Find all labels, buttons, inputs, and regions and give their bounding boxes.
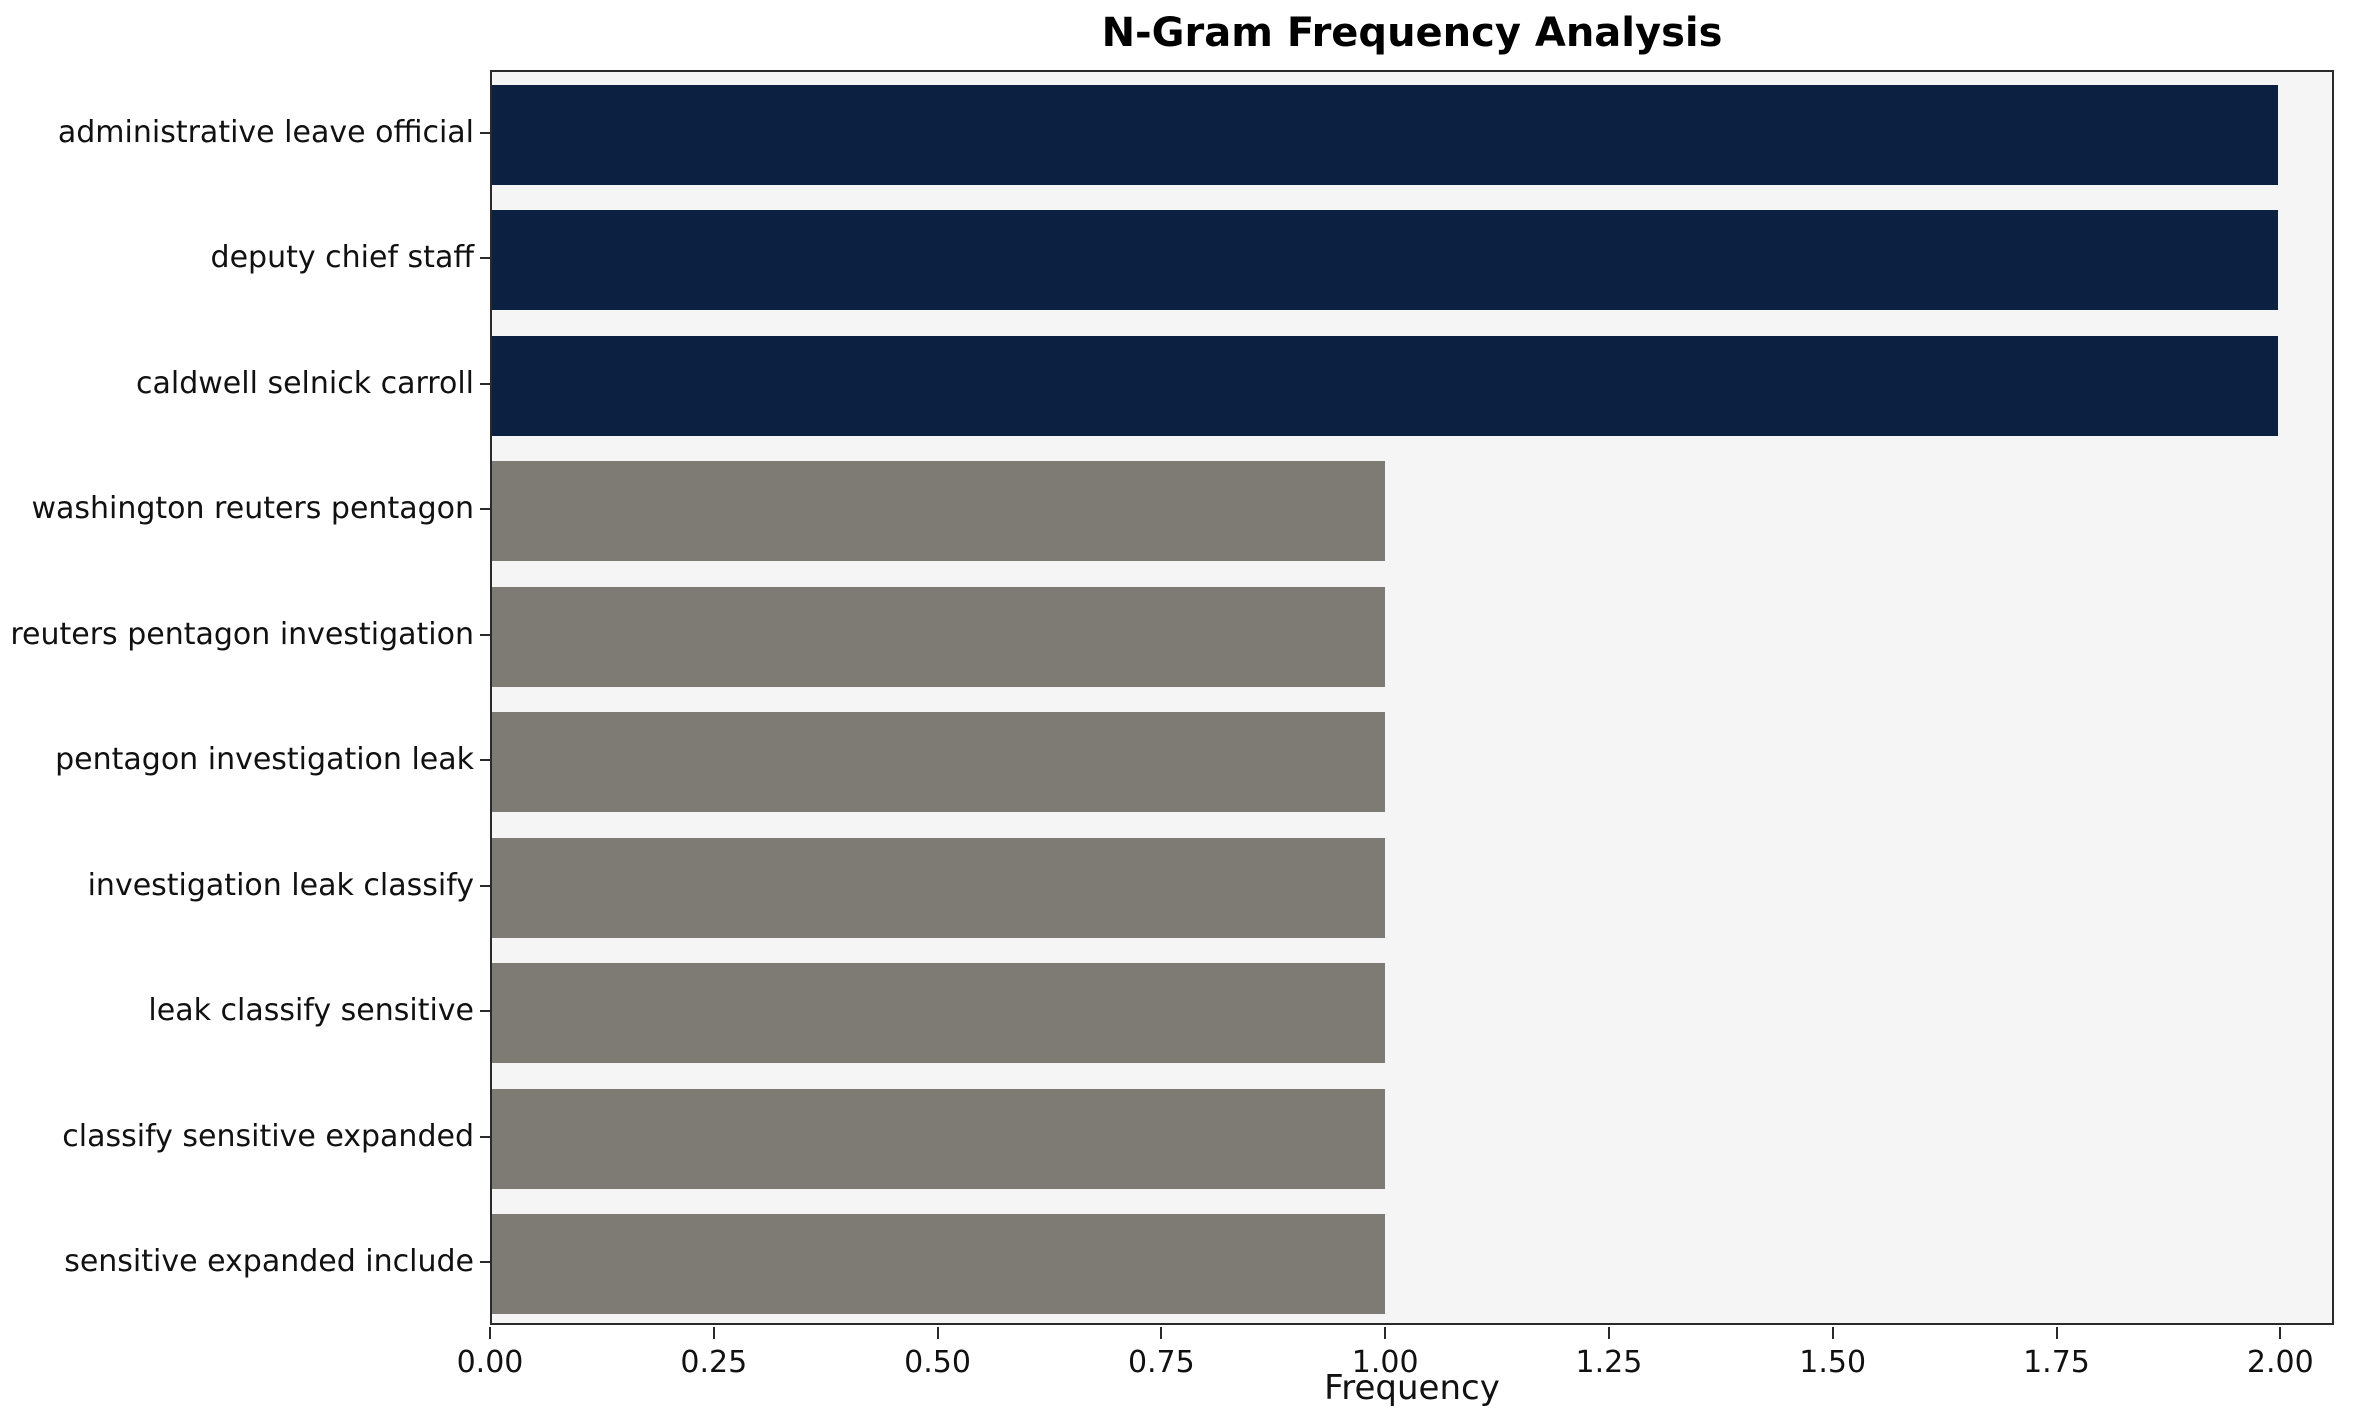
- x-tick-label-1.25: 1.25: [1575, 1345, 1643, 1380]
- bar-reuters-pentagon-investigation: [492, 586, 1386, 687]
- x-tick-label-2.00: 2.00: [2246, 1345, 2314, 1380]
- x-tick-mark: [1384, 1327, 1387, 1339]
- x-tick-label-0.25: 0.25: [680, 1345, 748, 1380]
- x-tick-mark: [712, 1327, 715, 1339]
- x-tick-label-1.75: 1.75: [2023, 1345, 2090, 1380]
- plot-area: [490, 70, 2334, 1325]
- y-tick-mark: [480, 1010, 490, 1013]
- y-tick-label-caldwell-selnick-carroll: caldwell selnick carroll: [135, 365, 474, 401]
- y-tick-mark: [480, 257, 490, 260]
- y-tick-mark: [480, 131, 490, 134]
- bar-classify-sensitive-expanded: [492, 1088, 1386, 1189]
- y-tick-label-washington-reuters-pentagon: washington reuters pentagon: [31, 491, 474, 527]
- x-tick-label-0.50: 0.50: [904, 1345, 971, 1380]
- y-tick-label-investigation-leak-classify: investigation leak classify: [87, 867, 474, 903]
- x-tick-label-1.00: 1.00: [1351, 1345, 1419, 1380]
- y-tick-label-pentagon-investigation-leak: pentagon investigation leak: [55, 742, 474, 778]
- x-tick-label-1.50: 1.50: [1799, 1345, 1867, 1380]
- y-tick-mark: [480, 1135, 490, 1138]
- x-tick-mark: [489, 1327, 491, 1339]
- bar-investigation-leak-classify: [492, 837, 1386, 938]
- y-tick-label-reuters-pentagon-investigation: reuters pentagon investigation: [10, 616, 474, 652]
- y-tick-mark: [480, 759, 490, 762]
- bar-sensitive-expanded-include: [492, 1214, 1386, 1315]
- chart-title: N-Gram Frequency Analysis: [1101, 10, 1723, 56]
- x-tick-mark: [2055, 1327, 2058, 1339]
- y-tick-label-administrative-leave-official: administrative leave official: [57, 114, 474, 150]
- y-tick-mark: [480, 633, 490, 636]
- x-tick-label-0.00: 0.00: [456, 1345, 524, 1380]
- bar-deputy-chief-staff: [492, 210, 2279, 311]
- bar-administrative-leave-official: [492, 84, 2279, 185]
- x-tick-mark: [1160, 1327, 1163, 1339]
- y-tick-mark: [480, 884, 490, 887]
- x-tick-label-0.75: 0.75: [1127, 1345, 1195, 1380]
- y-tick-label-deputy-chief-staff: deputy chief staff: [210, 240, 474, 276]
- x-tick-mark: [2279, 1327, 2282, 1339]
- y-tick-label-sensitive-expanded-include: sensitive expanded include: [64, 1244, 474, 1280]
- x-tick-mark: [1831, 1327, 1834, 1339]
- y-tick-mark: [480, 382, 490, 385]
- bar-pentagon-investigation-leak: [492, 712, 1386, 813]
- bar-leak-classify-sensitive: [492, 963, 1386, 1064]
- y-tick-mark: [480, 508, 490, 511]
- y-tick-label-classify-sensitive-expanded: classify sensitive expanded: [62, 1118, 474, 1154]
- bar-caldwell-selnick-carroll: [492, 335, 2279, 436]
- y-tick-label-leak-classify-sensitive: leak classify sensitive: [148, 993, 474, 1029]
- x-tick-mark: [936, 1327, 939, 1339]
- x-tick-mark: [1607, 1327, 1610, 1339]
- x-axis-label: Frequency: [1324, 1368, 1500, 1408]
- y-tick-mark: [480, 1261, 490, 1264]
- bar-washington-reuters-pentagon: [492, 461, 1386, 562]
